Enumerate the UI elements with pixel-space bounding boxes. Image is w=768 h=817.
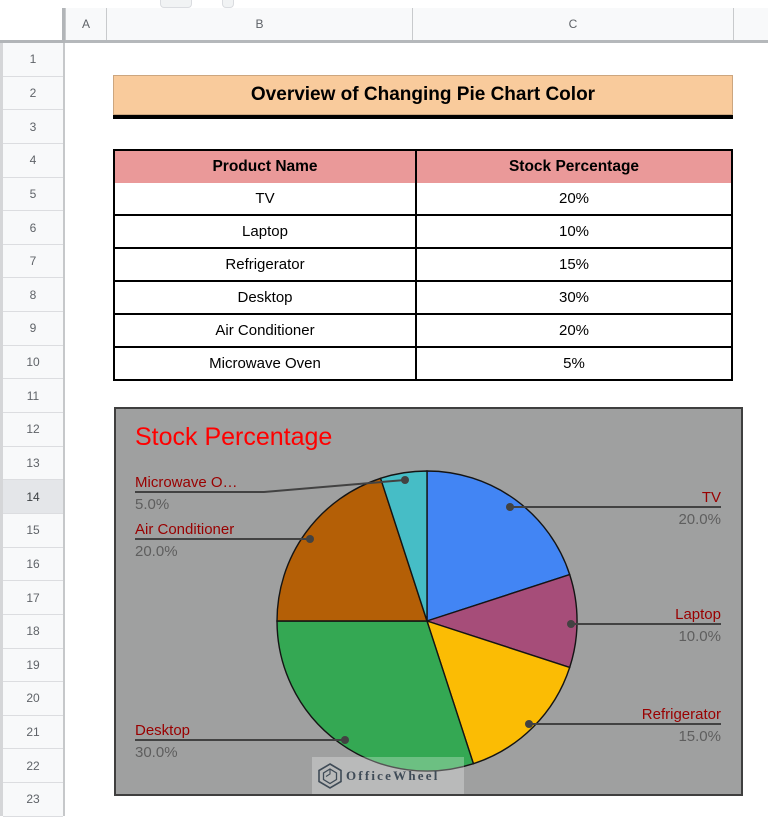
column-header-partial[interactable] [733, 8, 768, 40]
stock-cell[interactable]: 5% [415, 348, 731, 379]
officewheel-logo-icon [318, 762, 342, 789]
watermark: OfficeWheel [312, 757, 464, 794]
leader-line [135, 479, 406, 493]
leader-dot [506, 503, 514, 511]
sheet-title-cell[interactable]: Overview of Changing Pie Chart Color [113, 75, 733, 115]
toolbar-remnant-strip [0, 0, 768, 8]
slice-label-percent: 20.0% [678, 511, 721, 528]
toolbar-remnant [160, 0, 192, 8]
table-row: Laptop 10% [115, 214, 731, 247]
title-underline [113, 115, 733, 119]
table-header-stock[interactable]: Stock Percentage [415, 151, 731, 183]
row-header-4[interactable]: 4 [3, 144, 63, 178]
row-header-column: 1 2 3 4 5 6 7 8 9 10 11 12 13 14 15 16 17 18 19 20 21 22 23 [0, 43, 65, 817]
row-header-5[interactable]: 5 [3, 178, 63, 212]
leader-dot [401, 476, 409, 484]
row-header-17[interactable]: 17 [3, 581, 63, 615]
row-header-23[interactable]: 23 [3, 783, 63, 817]
pie-chart[interactable]: Stock Percentage Microwave O… 5.0% Air Con… [114, 407, 743, 796]
row-header-20[interactable]: 20 [3, 682, 63, 716]
toolbar-remnant [222, 0, 234, 8]
row-header-13[interactable]: 13 [3, 447, 63, 481]
leader-dot [341, 736, 349, 744]
row-header-15[interactable]: 15 [3, 514, 63, 548]
chart-title: Stock Percentage [135, 423, 333, 451]
product-cell[interactable]: Air Conditioner [215, 322, 315, 339]
row-header-16[interactable]: 16 [3, 548, 63, 582]
product-table: Product Name Stock Percentage TV 20% Lapto… [113, 149, 733, 381]
table-header-product[interactable]: Product Name [212, 158, 318, 175]
slice-label-percent: 20.0% [135, 543, 178, 560]
stock-cell[interactable]: 20% [415, 183, 731, 214]
leader-dot [567, 620, 575, 628]
pie-slice-laptop[interactable] [424, 573, 578, 669]
product-cell[interactable]: Desktop [237, 289, 293, 306]
pie-slice-tv[interactable] [426, 470, 571, 622]
select-all-corner[interactable] [0, 8, 65, 43]
table-row: Air Conditioner 20% [115, 313, 731, 346]
column-header-b[interactable]: B [106, 8, 412, 40]
row-header-10[interactable]: 10 [3, 346, 63, 380]
row-header-21[interactable]: 21 [3, 716, 63, 750]
product-cell[interactable]: Laptop [242, 223, 288, 240]
row-header-1[interactable]: 1 [3, 43, 63, 77]
slice-label-percent: 5.0% [135, 496, 170, 513]
slice-label-name: Microwave O… [135, 474, 238, 491]
column-header-a[interactable]: A [65, 8, 106, 40]
slice-label-percent: 30.0% [135, 744, 178, 761]
row-header-11[interactable]: 11 [3, 379, 63, 414]
slice-label-percent: 10.0% [678, 628, 721, 645]
product-cell[interactable]: TV [255, 190, 275, 207]
stock-cell[interactable]: 20% [415, 315, 731, 346]
table-row: Microwave Oven 5% [115, 346, 731, 379]
row-header-19[interactable]: 19 [3, 649, 63, 683]
slice-label-name: TV [701, 489, 721, 506]
stock-cell[interactable]: 15% [415, 249, 731, 280]
slice-label-name: Desktop [135, 722, 191, 739]
row-header-6[interactable]: 6 [3, 211, 63, 245]
watermark-text: OfficeWheel [346, 767, 440, 783]
table-row: TV 20% [115, 183, 731, 214]
row-header-22[interactable]: 22 [3, 749, 63, 784]
leader-dot [306, 535, 314, 543]
column-header-c[interactable]: C [412, 8, 733, 40]
row-header-7[interactable]: 7 [3, 245, 63, 279]
pie-slice-desktop[interactable] [276, 620, 475, 772]
column-header-band [0, 8, 768, 43]
table-row: Refrigerator 15% [115, 247, 731, 280]
row-header-2[interactable]: 2 [3, 77, 63, 111]
pie-slice-refrigerator[interactable] [425, 619, 571, 765]
slice-label-name: Refrigerator [641, 706, 721, 723]
pie-slice-microwave-oven[interactable] [379, 470, 428, 622]
leader-dot [525, 720, 533, 728]
row-header-12[interactable]: 12 [3, 413, 63, 447]
row-header-18[interactable]: 18 [3, 615, 63, 649]
table-header-row: Product Name Stock Percentage [115, 151, 731, 183]
slice-label-name: Air Conditioner [135, 521, 235, 538]
row-header-8[interactable]: 8 [3, 278, 63, 313]
slice-label-name: Laptop [675, 606, 721, 623]
row-header-9[interactable]: 9 [3, 312, 63, 346]
stock-cell[interactable]: 30% [415, 282, 731, 313]
stock-cell[interactable]: 10% [415, 216, 731, 247]
slice-label-percent: 15.0% [678, 728, 721, 745]
row-header-3[interactable]: 3 [3, 110, 63, 144]
product-cell[interactable]: Refrigerator [225, 256, 305, 273]
product-cell[interactable]: Microwave Oven [209, 355, 321, 372]
pie-slice-air-conditioner[interactable] [276, 477, 428, 622]
table-row: Desktop 30% [115, 280, 731, 313]
row-header-14[interactable]: 14 [3, 480, 63, 514]
